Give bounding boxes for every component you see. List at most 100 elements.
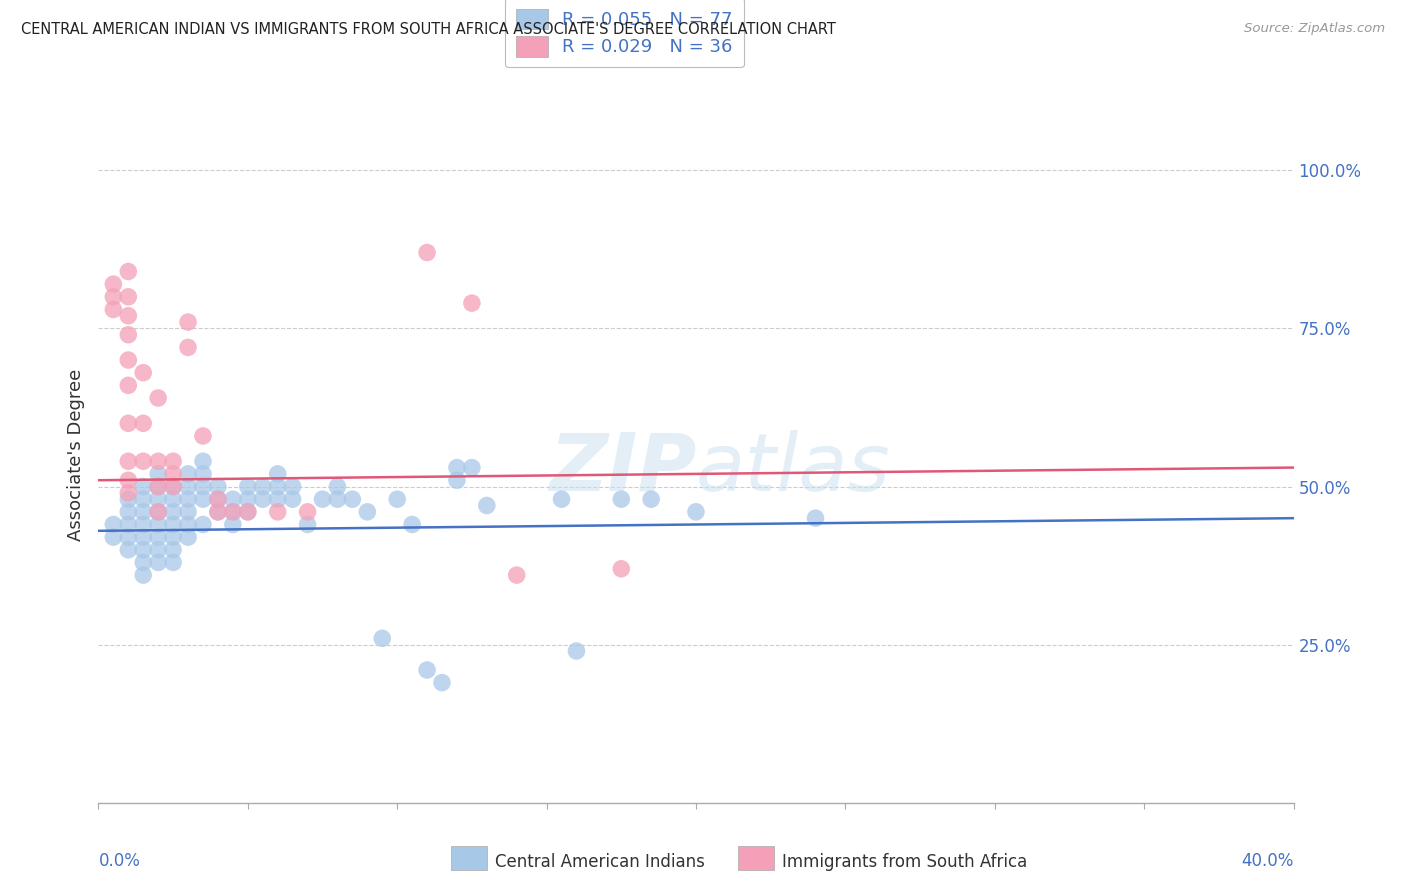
- FancyBboxPatch shape: [738, 846, 773, 871]
- Point: [281, 492, 304, 507]
- Point: [550, 492, 572, 507]
- Point: [148, 517, 170, 532]
- Point: [148, 391, 170, 405]
- Point: [103, 290, 125, 304]
- Point: [430, 675, 453, 690]
- Point: [191, 454, 214, 468]
- Point: [191, 517, 214, 532]
- Point: [222, 492, 245, 507]
- Point: [207, 492, 229, 507]
- Point: [117, 492, 139, 507]
- Point: [148, 556, 170, 570]
- Point: [446, 473, 468, 487]
- Point: [506, 568, 529, 582]
- Point: [267, 492, 290, 507]
- Point: [132, 556, 155, 570]
- Point: [326, 492, 349, 507]
- Point: [236, 505, 259, 519]
- Point: [281, 479, 304, 493]
- Point: [148, 505, 170, 519]
- Point: [342, 492, 364, 507]
- Point: [207, 492, 229, 507]
- Point: [177, 315, 200, 329]
- Point: [177, 479, 200, 493]
- Point: [177, 517, 200, 532]
- Text: Immigrants from South Africa: Immigrants from South Africa: [782, 853, 1028, 871]
- Point: [191, 479, 214, 493]
- Point: [311, 492, 333, 507]
- Point: [117, 353, 139, 368]
- Y-axis label: Associate's Degree: Associate's Degree: [66, 368, 84, 541]
- Point: [685, 505, 707, 519]
- Point: [640, 492, 662, 507]
- Point: [267, 505, 290, 519]
- Point: [207, 479, 229, 493]
- Point: [356, 505, 378, 519]
- Point: [371, 632, 394, 646]
- Point: [475, 499, 498, 513]
- Text: 0.0%: 0.0%: [98, 852, 141, 870]
- Point: [148, 530, 170, 544]
- Point: [117, 542, 139, 557]
- Point: [103, 530, 125, 544]
- Point: [103, 517, 125, 532]
- Point: [132, 417, 155, 431]
- Point: [222, 505, 245, 519]
- Point: [565, 644, 588, 658]
- Point: [385, 492, 409, 507]
- Point: [103, 302, 125, 317]
- Point: [148, 492, 170, 507]
- Text: Source: ZipAtlas.com: Source: ZipAtlas.com: [1244, 22, 1385, 36]
- Point: [401, 517, 423, 532]
- Point: [191, 492, 214, 507]
- Point: [117, 264, 139, 278]
- Point: [148, 542, 170, 557]
- Point: [252, 479, 274, 493]
- Point: [117, 454, 139, 468]
- Point: [267, 479, 290, 493]
- Point: [162, 556, 184, 570]
- Point: [222, 517, 245, 532]
- Point: [252, 492, 274, 507]
- Point: [162, 542, 184, 557]
- Point: [132, 454, 155, 468]
- Point: [162, 454, 184, 468]
- Point: [132, 517, 155, 532]
- Point: [132, 492, 155, 507]
- Point: [297, 505, 319, 519]
- Point: [117, 517, 139, 532]
- Text: 40.0%: 40.0%: [1241, 852, 1294, 870]
- Point: [117, 530, 139, 544]
- Point: [177, 505, 200, 519]
- Point: [610, 492, 633, 507]
- Point: [117, 486, 139, 500]
- Point: [117, 417, 139, 431]
- Point: [177, 492, 200, 507]
- Point: [148, 479, 170, 493]
- Point: [132, 479, 155, 493]
- Point: [416, 663, 439, 677]
- Point: [148, 505, 170, 519]
- Point: [461, 296, 484, 310]
- Point: [236, 479, 259, 493]
- Text: Central American Indians: Central American Indians: [495, 853, 704, 871]
- Point: [148, 479, 170, 493]
- Point: [326, 479, 349, 493]
- Point: [207, 505, 229, 519]
- Point: [162, 517, 184, 532]
- Point: [132, 366, 155, 380]
- Point: [162, 530, 184, 544]
- Point: [236, 505, 259, 519]
- Point: [117, 309, 139, 323]
- Point: [804, 511, 827, 525]
- Point: [222, 505, 245, 519]
- Point: [148, 454, 170, 468]
- Point: [162, 479, 184, 493]
- Point: [162, 505, 184, 519]
- Point: [610, 562, 633, 576]
- Point: [117, 290, 139, 304]
- Point: [103, 277, 125, 292]
- Point: [297, 517, 319, 532]
- Point: [117, 505, 139, 519]
- Point: [162, 467, 184, 481]
